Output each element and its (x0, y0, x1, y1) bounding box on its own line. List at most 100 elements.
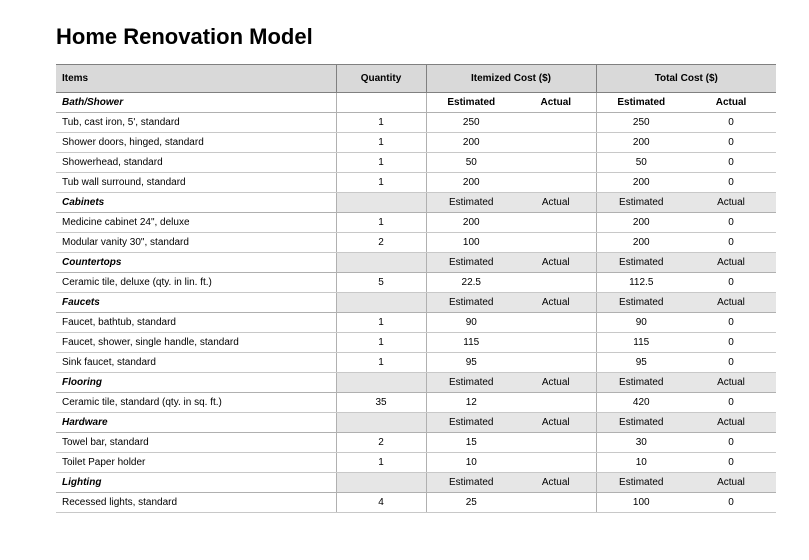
item-itemized-estimated: 250 (426, 113, 516, 133)
section-total-actual: Actual (686, 93, 776, 113)
item-itemized-estimated: 200 (426, 213, 516, 233)
table-row: Faucet, bathtub, standard190900 (56, 313, 776, 333)
col-header-total: Total Cost ($) (596, 65, 776, 93)
item-itemized-estimated: 15 (426, 433, 516, 453)
item-total-actual: 0 (686, 113, 776, 133)
item-qty: 4 (336, 493, 426, 513)
table-row: Showerhead, standard150500 (56, 153, 776, 173)
section-itemized-estimated: Estimated (426, 93, 516, 113)
section-name: Faucets (56, 293, 336, 313)
section-total-estimated: Estimated (596, 93, 686, 113)
col-header-quantity: Quantity (336, 65, 426, 93)
item-name: Towel bar, standard (56, 433, 336, 453)
page: Home Renovation Model Items Quantity Ite… (0, 0, 809, 523)
item-total-estimated: 250 (596, 113, 686, 133)
item-itemized-actual (516, 453, 596, 473)
item-total-estimated: 200 (596, 133, 686, 153)
item-itemized-estimated: 12 (426, 393, 516, 413)
table-row: Ceramic tile, standard (qty. in sq. ft.)… (56, 393, 776, 413)
item-qty: 1 (336, 213, 426, 233)
item-total-estimated: 200 (596, 213, 686, 233)
section-itemized-actual: Actual (516, 293, 596, 313)
section-qty-cell (336, 253, 426, 273)
item-total-actual: 0 (686, 213, 776, 233)
section-itemized-estimated: Estimated (426, 373, 516, 393)
item-qty: 1 (336, 333, 426, 353)
item-itemized-estimated: 50 (426, 153, 516, 173)
item-name: Ceramic tile, standard (qty. in sq. ft.) (56, 393, 336, 413)
section-itemized-estimated: Estimated (426, 413, 516, 433)
section-header-row: HardwareEstimatedActualEstimatedActual (56, 413, 776, 433)
section-qty-cell (336, 373, 426, 393)
section-qty-cell (336, 413, 426, 433)
item-name: Recessed lights, standard (56, 493, 336, 513)
renovation-table: Items Quantity Itemized Cost ($) Total C… (56, 64, 776, 513)
item-total-actual: 0 (686, 133, 776, 153)
item-name: Tub wall surround, standard (56, 173, 336, 193)
item-qty: 2 (336, 233, 426, 253)
item-qty: 5 (336, 273, 426, 293)
section-header-row: Bath/ShowerEstimatedActualEstimatedActua… (56, 93, 776, 113)
table-body: Bath/ShowerEstimatedActualEstimatedActua… (56, 93, 776, 513)
item-itemized-actual (516, 433, 596, 453)
item-total-actual: 0 (686, 273, 776, 293)
section-name: Bath/Shower (56, 93, 336, 113)
item-total-estimated: 200 (596, 173, 686, 193)
item-itemized-actual (516, 393, 596, 413)
item-qty: 1 (336, 353, 426, 373)
section-qty-cell (336, 93, 426, 113)
item-name: Medicine cabinet 24", deluxe (56, 213, 336, 233)
item-itemized-estimated: 90 (426, 313, 516, 333)
item-total-actual: 0 (686, 353, 776, 373)
item-itemized-actual (516, 273, 596, 293)
section-qty-cell (336, 293, 426, 313)
section-itemized-actual: Actual (516, 193, 596, 213)
table-row: Faucet, shower, single handle, standard1… (56, 333, 776, 353)
section-total-actual: Actual (686, 413, 776, 433)
item-itemized-estimated: 95 (426, 353, 516, 373)
item-name: Sink faucet, standard (56, 353, 336, 373)
item-qty: 1 (336, 153, 426, 173)
item-total-actual: 0 (686, 393, 776, 413)
section-itemized-actual: Actual (516, 253, 596, 273)
item-total-estimated: 112.5 (596, 273, 686, 293)
section-name: Flooring (56, 373, 336, 393)
section-name: Cabinets (56, 193, 336, 213)
item-itemized-estimated: 100 (426, 233, 516, 253)
item-name: Tub, cast iron, 5', standard (56, 113, 336, 133)
table-row: Recessed lights, standard4251000 (56, 493, 776, 513)
item-itemized-estimated: 200 (426, 133, 516, 153)
item-qty: 1 (336, 113, 426, 133)
item-itemized-actual (516, 313, 596, 333)
item-itemized-estimated: 10 (426, 453, 516, 473)
table-row: Shower doors, hinged, standard12002000 (56, 133, 776, 153)
section-itemized-actual: Actual (516, 373, 596, 393)
table-row: Tub, cast iron, 5', standard12502500 (56, 113, 776, 133)
section-itemized-estimated: Estimated (426, 253, 516, 273)
item-total-estimated: 30 (596, 433, 686, 453)
section-itemized-estimated: Estimated (426, 473, 516, 493)
item-total-actual: 0 (686, 233, 776, 253)
section-name: Lighting (56, 473, 336, 493)
section-total-estimated: Estimated (596, 193, 686, 213)
item-total-actual: 0 (686, 153, 776, 173)
section-total-actual: Actual (686, 193, 776, 213)
section-itemized-actual: Actual (516, 93, 596, 113)
section-name: Countertops (56, 253, 336, 273)
item-itemized-actual (516, 333, 596, 353)
table-header-row: Items Quantity Itemized Cost ($) Total C… (56, 65, 776, 93)
item-total-actual: 0 (686, 313, 776, 333)
item-total-estimated: 10 (596, 453, 686, 473)
page-title: Home Renovation Model (56, 24, 777, 50)
section-itemized-estimated: Estimated (426, 293, 516, 313)
item-itemized-estimated: 115 (426, 333, 516, 353)
item-itemized-actual (516, 233, 596, 253)
item-qty: 35 (336, 393, 426, 413)
item-itemized-actual (516, 493, 596, 513)
item-name: Modular vanity 30", standard (56, 233, 336, 253)
item-itemized-actual (516, 213, 596, 233)
item-total-actual: 0 (686, 433, 776, 453)
section-total-actual: Actual (686, 253, 776, 273)
item-qty: 1 (336, 453, 426, 473)
item-name: Toilet Paper holder (56, 453, 336, 473)
